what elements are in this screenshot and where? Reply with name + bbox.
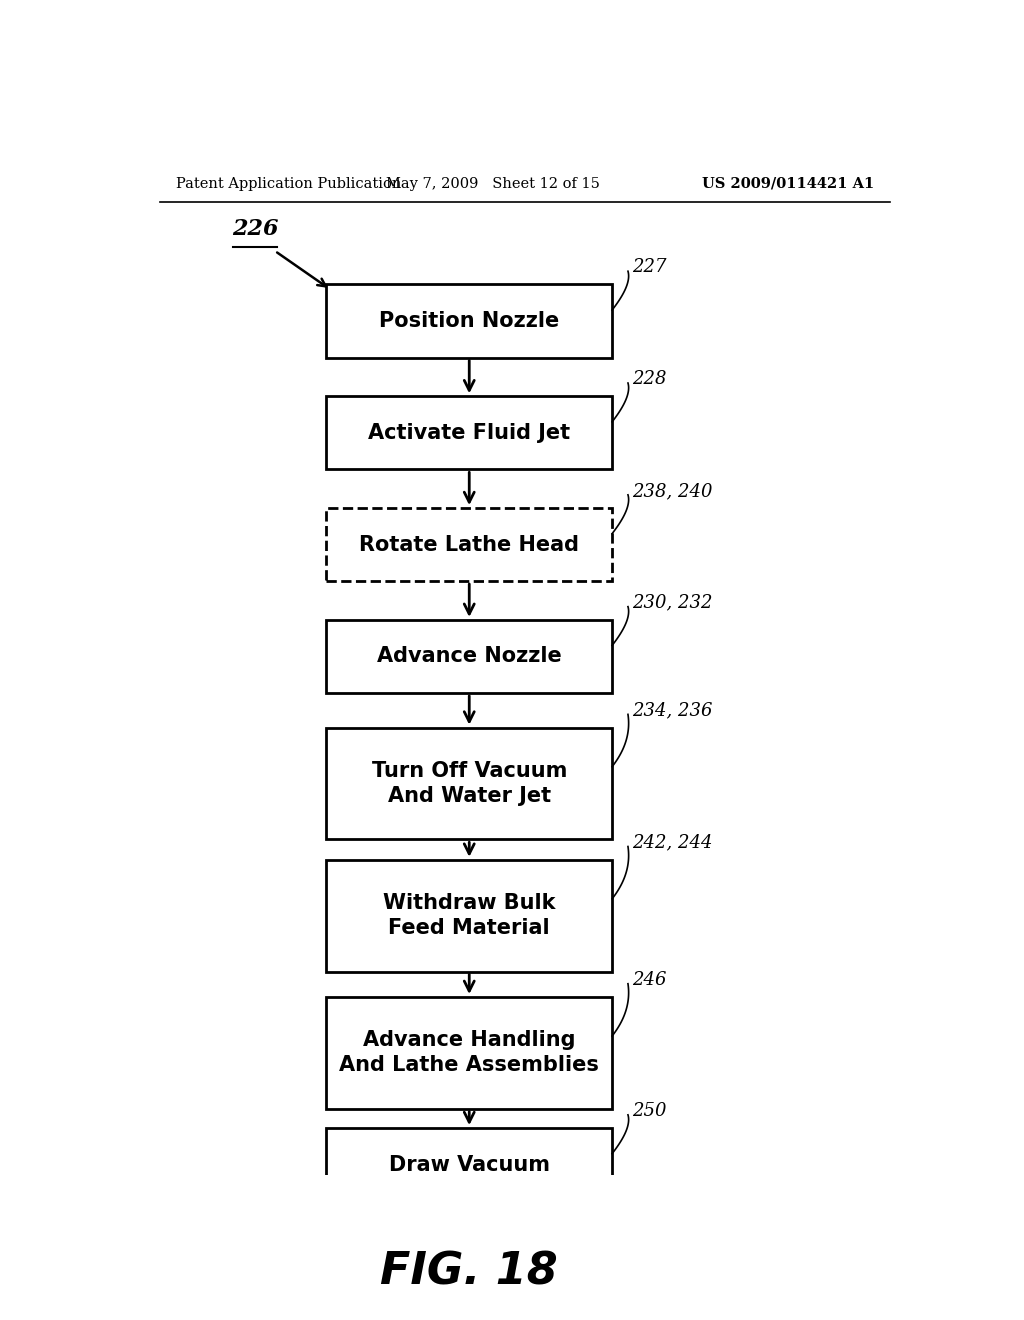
Text: 234, 236: 234, 236 [632,701,713,719]
FancyBboxPatch shape [327,508,612,581]
Text: US 2009/0114421 A1: US 2009/0114421 A1 [701,177,873,191]
FancyBboxPatch shape [327,1129,612,1201]
Text: 238, 240: 238, 240 [632,482,713,500]
Text: Rotate Lathe Head: Rotate Lathe Head [359,535,580,554]
Text: Withdraw Bulk
Feed Material: Withdraw Bulk Feed Material [383,894,555,939]
Text: Advance Nozzle: Advance Nozzle [377,647,561,667]
Text: 250: 250 [632,1102,667,1119]
Text: Draw Vacuum: Draw Vacuum [389,1155,550,1175]
FancyBboxPatch shape [327,620,612,693]
Text: 246: 246 [632,970,667,989]
Text: 242, 244: 242, 244 [632,834,713,851]
Text: Turn Off Vacuum
And Water Jet: Turn Off Vacuum And Water Jet [372,762,567,807]
Text: Advance Handling
And Lathe Assemblies: Advance Handling And Lathe Assemblies [339,1031,599,1076]
FancyBboxPatch shape [327,396,612,470]
Text: Position Nozzle: Position Nozzle [379,312,559,331]
Text: Activate Fluid Jet: Activate Fluid Jet [369,422,570,442]
FancyBboxPatch shape [327,997,612,1109]
Text: 226: 226 [231,218,279,239]
FancyBboxPatch shape [327,727,612,840]
Text: 228: 228 [632,370,667,388]
Text: May 7, 2009   Sheet 12 of 15: May 7, 2009 Sheet 12 of 15 [386,177,600,191]
Text: 230, 232: 230, 232 [632,594,713,611]
FancyBboxPatch shape [327,859,612,972]
Text: FIG. 18: FIG. 18 [380,1251,558,1294]
FancyBboxPatch shape [327,284,612,358]
Text: Patent Application Publication: Patent Application Publication [176,177,401,191]
Text: 227: 227 [632,259,667,276]
